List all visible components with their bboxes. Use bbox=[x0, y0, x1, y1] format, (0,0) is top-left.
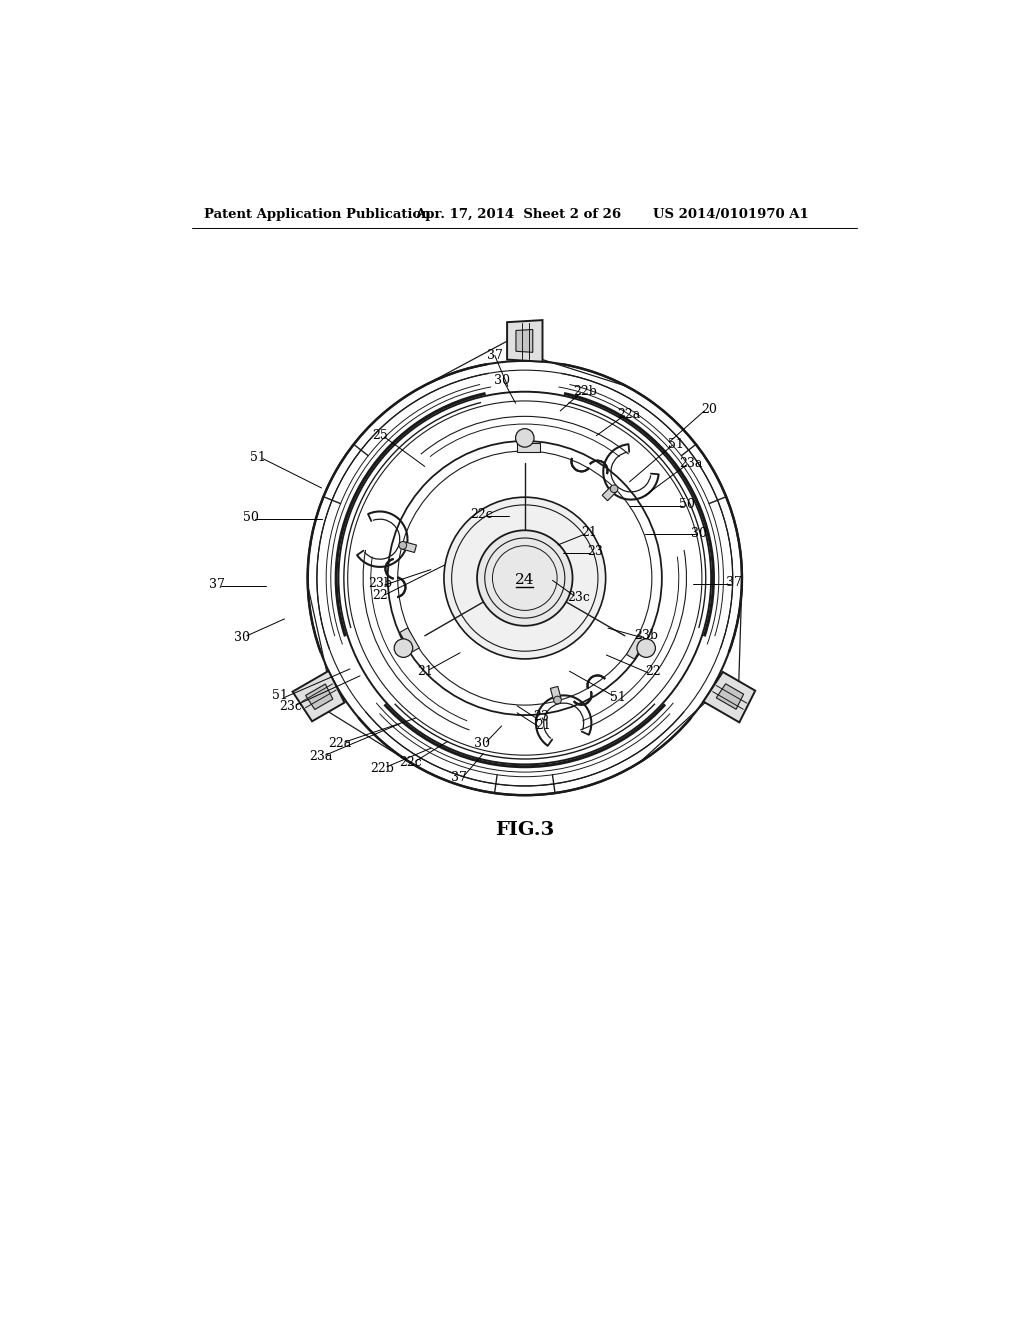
Text: 23b: 23b bbox=[634, 630, 657, 643]
Circle shape bbox=[637, 639, 655, 657]
Polygon shape bbox=[402, 541, 417, 553]
Text: 30: 30 bbox=[495, 375, 511, 388]
Circle shape bbox=[515, 429, 535, 447]
Circle shape bbox=[477, 531, 572, 626]
Polygon shape bbox=[602, 487, 616, 500]
Text: 30: 30 bbox=[474, 737, 489, 750]
Text: 51: 51 bbox=[272, 689, 288, 702]
Polygon shape bbox=[550, 686, 561, 701]
Text: US 2014/0101970 A1: US 2014/0101970 A1 bbox=[652, 209, 808, 222]
Polygon shape bbox=[305, 684, 333, 709]
Text: 22: 22 bbox=[372, 589, 388, 602]
Polygon shape bbox=[627, 635, 646, 659]
Polygon shape bbox=[517, 442, 541, 451]
Text: 23a: 23a bbox=[680, 457, 702, 470]
Text: 51: 51 bbox=[668, 437, 684, 450]
Text: 22c: 22c bbox=[470, 508, 493, 521]
Text: 23a: 23a bbox=[309, 750, 333, 763]
Text: 50: 50 bbox=[679, 499, 695, 511]
Text: 37: 37 bbox=[486, 348, 503, 362]
Text: FIG.3: FIG.3 bbox=[496, 821, 554, 838]
Text: 21: 21 bbox=[536, 718, 551, 731]
Text: 37: 37 bbox=[452, 771, 467, 784]
Text: 22: 22 bbox=[645, 665, 660, 677]
Text: 50: 50 bbox=[243, 511, 259, 524]
Text: 22b: 22b bbox=[371, 762, 394, 775]
Circle shape bbox=[610, 484, 617, 492]
Text: 51: 51 bbox=[610, 690, 626, 704]
Text: 20: 20 bbox=[700, 403, 717, 416]
Text: 21: 21 bbox=[582, 527, 597, 539]
Circle shape bbox=[399, 541, 407, 549]
Polygon shape bbox=[516, 330, 532, 352]
Text: 21: 21 bbox=[417, 665, 432, 677]
Text: 37: 37 bbox=[726, 576, 742, 589]
Text: 22a: 22a bbox=[329, 737, 351, 750]
Polygon shape bbox=[399, 628, 419, 652]
Text: 22c: 22c bbox=[399, 756, 422, 770]
Text: 37: 37 bbox=[209, 578, 224, 591]
Polygon shape bbox=[703, 672, 756, 722]
Text: 23c: 23c bbox=[280, 700, 302, 713]
Text: 23: 23 bbox=[587, 545, 603, 558]
Text: 30: 30 bbox=[691, 527, 707, 540]
Text: Apr. 17, 2014  Sheet 2 of 26: Apr. 17, 2014 Sheet 2 of 26 bbox=[416, 209, 622, 222]
Text: Patent Application Publication: Patent Application Publication bbox=[204, 209, 430, 222]
Text: 23c: 23c bbox=[567, 591, 590, 603]
Text: 24: 24 bbox=[515, 573, 535, 586]
Circle shape bbox=[444, 498, 605, 659]
Circle shape bbox=[554, 696, 561, 704]
Polygon shape bbox=[293, 671, 344, 721]
Text: 25: 25 bbox=[372, 429, 388, 442]
Polygon shape bbox=[717, 684, 743, 709]
Text: 22a: 22a bbox=[617, 408, 640, 421]
Text: 22b: 22b bbox=[572, 385, 597, 399]
Polygon shape bbox=[507, 321, 543, 362]
Text: 23: 23 bbox=[534, 710, 549, 723]
Text: 30: 30 bbox=[234, 631, 250, 644]
Text: 51: 51 bbox=[251, 450, 266, 463]
Circle shape bbox=[394, 639, 413, 657]
Text: 23b: 23b bbox=[368, 577, 392, 590]
